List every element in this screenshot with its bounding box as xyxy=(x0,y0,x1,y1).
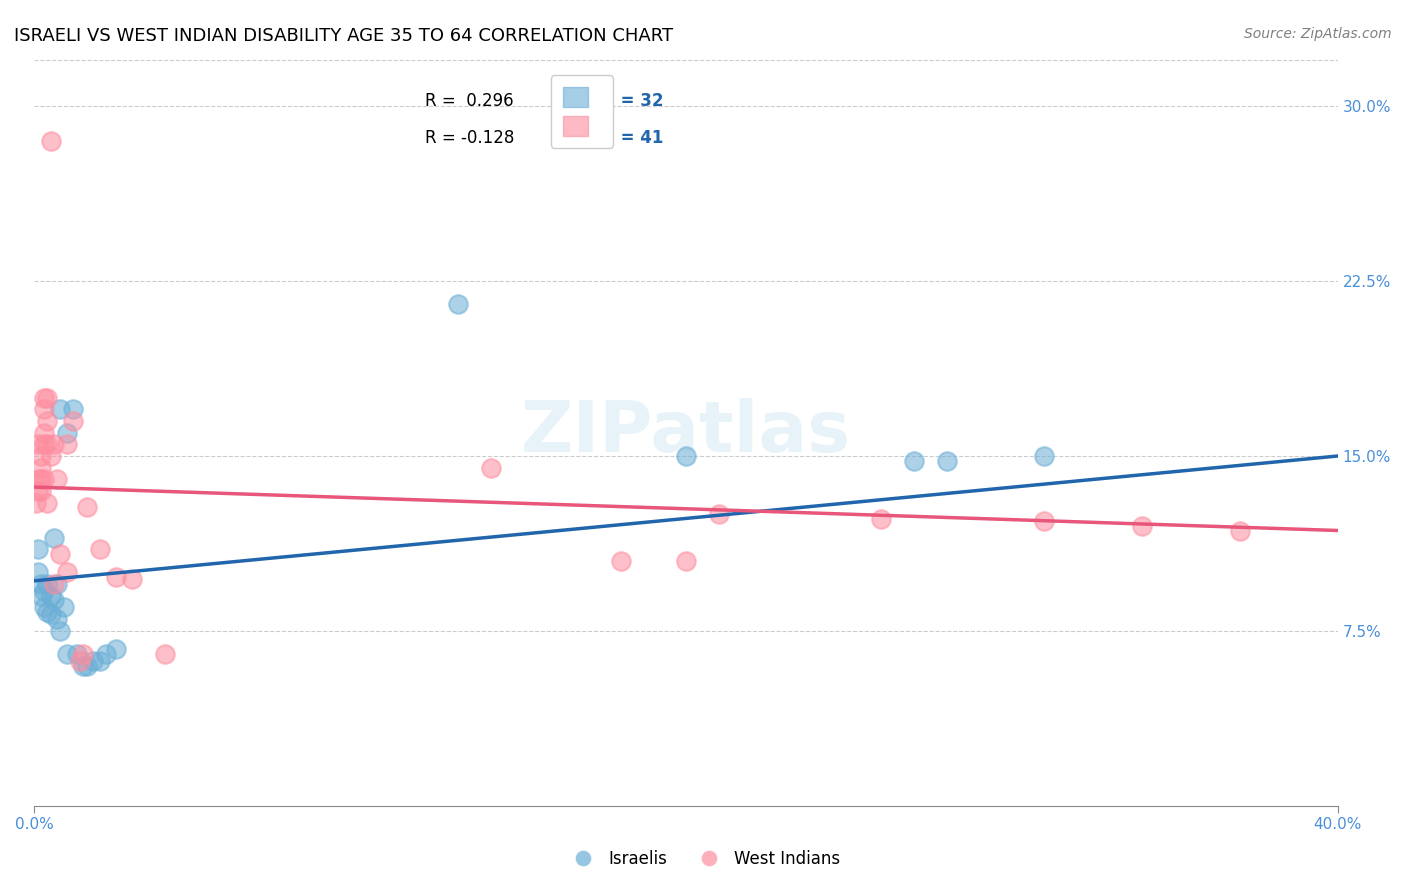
Text: N = 32: N = 32 xyxy=(602,92,664,110)
Point xyxy=(479,460,502,475)
Point xyxy=(447,297,470,311)
Point xyxy=(870,512,893,526)
Point xyxy=(153,647,176,661)
Point xyxy=(30,472,52,486)
Point xyxy=(30,483,52,498)
Point xyxy=(56,425,79,440)
Point xyxy=(30,577,52,591)
Point xyxy=(76,658,98,673)
Point xyxy=(46,577,69,591)
Point xyxy=(72,658,94,673)
Point xyxy=(1229,524,1251,538)
Point xyxy=(39,134,62,148)
Point xyxy=(37,437,59,451)
Point xyxy=(89,654,111,668)
Point xyxy=(32,584,55,599)
Legend: Israelis, West Indians: Israelis, West Indians xyxy=(560,844,846,875)
Point xyxy=(32,402,55,417)
Point xyxy=(49,624,72,638)
Point xyxy=(27,566,49,580)
Point xyxy=(37,577,59,591)
Point xyxy=(56,566,79,580)
Point xyxy=(37,414,59,428)
Point xyxy=(675,554,697,568)
Point xyxy=(1130,519,1153,533)
Point xyxy=(1033,514,1056,528)
Text: R =  0.296: R = 0.296 xyxy=(426,92,515,110)
Point xyxy=(32,437,55,451)
Point xyxy=(49,402,72,417)
Point xyxy=(42,593,65,607)
Text: Source: ZipAtlas.com: Source: ZipAtlas.com xyxy=(1244,27,1392,41)
Point xyxy=(104,570,127,584)
Point xyxy=(675,449,697,463)
Point xyxy=(62,402,84,417)
Point xyxy=(42,577,65,591)
Point xyxy=(37,495,59,509)
Point xyxy=(1033,449,1056,463)
Point xyxy=(42,531,65,545)
Point xyxy=(42,437,65,451)
Point xyxy=(52,600,75,615)
Point xyxy=(610,554,633,568)
Point xyxy=(30,449,52,463)
Legend: , : , xyxy=(551,76,613,148)
Text: N = 41: N = 41 xyxy=(602,129,664,147)
Point xyxy=(39,607,62,622)
Point xyxy=(32,600,55,615)
Point xyxy=(46,472,69,486)
Point xyxy=(27,542,49,557)
Point xyxy=(903,453,925,467)
Point xyxy=(62,414,84,428)
Point xyxy=(66,647,89,661)
Point xyxy=(94,647,117,661)
Point xyxy=(56,647,79,661)
Text: ZIPatlas: ZIPatlas xyxy=(522,398,851,467)
Point xyxy=(49,547,72,561)
Point xyxy=(27,483,49,498)
Point xyxy=(89,542,111,557)
Point xyxy=(46,612,69,626)
Point xyxy=(25,495,48,509)
Point xyxy=(82,654,104,668)
Text: ISRAELI VS WEST INDIAN DISABILITY AGE 35 TO 64 CORRELATION CHART: ISRAELI VS WEST INDIAN DISABILITY AGE 35… xyxy=(14,27,673,45)
Point xyxy=(56,437,79,451)
Point xyxy=(69,654,91,668)
Point xyxy=(37,391,59,405)
Point xyxy=(32,391,55,405)
Point xyxy=(27,472,49,486)
Point xyxy=(30,460,52,475)
Point xyxy=(27,437,49,451)
Text: R = -0.128: R = -0.128 xyxy=(426,129,515,147)
Point xyxy=(32,425,55,440)
Point xyxy=(30,589,52,603)
Point xyxy=(37,605,59,619)
Point xyxy=(707,507,730,521)
Point xyxy=(121,573,143,587)
Point xyxy=(32,472,55,486)
Point xyxy=(39,589,62,603)
Point xyxy=(935,453,957,467)
Point xyxy=(76,500,98,515)
Point xyxy=(39,449,62,463)
Point xyxy=(72,647,94,661)
Point xyxy=(104,642,127,657)
